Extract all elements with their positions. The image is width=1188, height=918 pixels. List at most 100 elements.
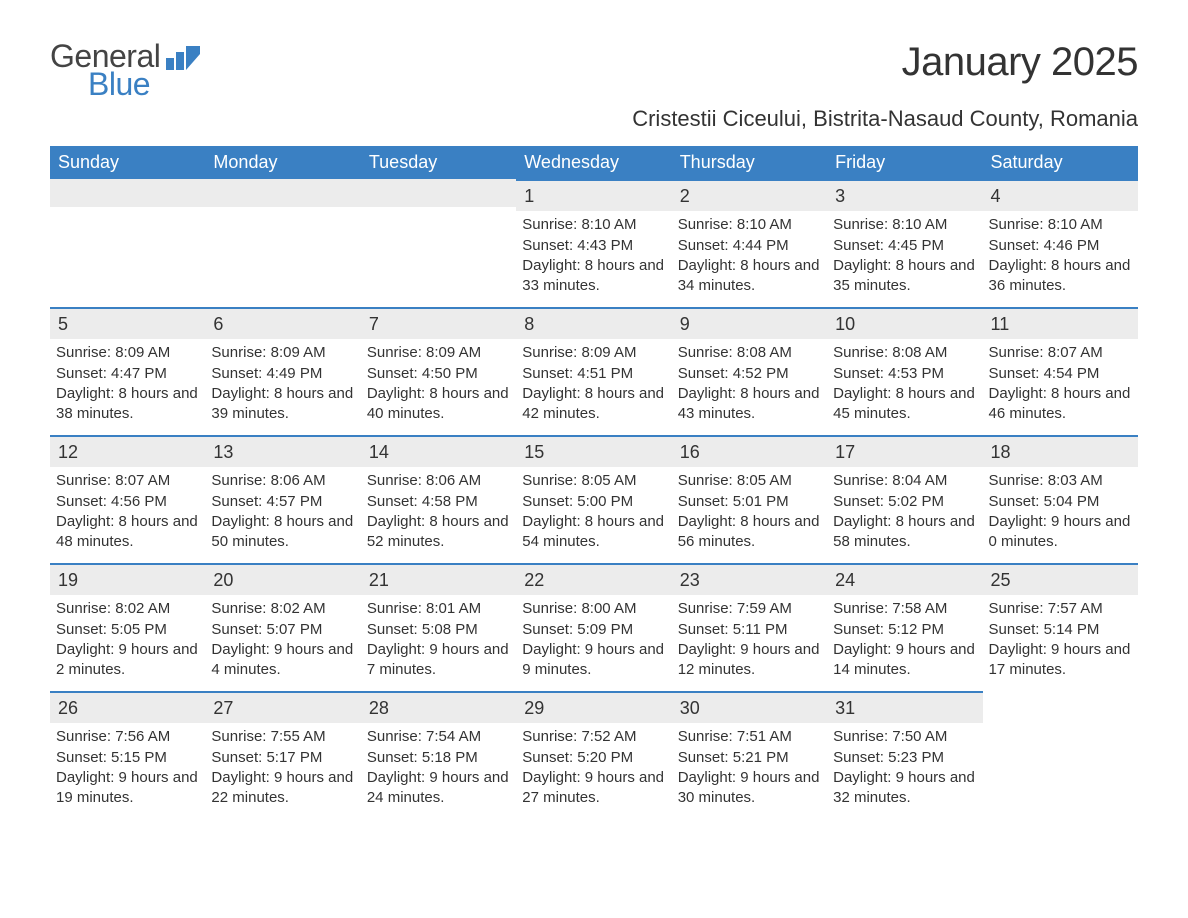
sunset-line: Sunset: 4:43 PM [522, 236, 665, 256]
sunrise-line: Sunrise: 8:10 AM [989, 215, 1132, 235]
sunset-line: Sunset: 5:20 PM [522, 748, 665, 768]
daynum-strip: 25 [983, 563, 1138, 595]
daynum-strip: 8 [516, 307, 671, 339]
daylight-line: Daylight: 9 hours and 7 minutes. [367, 640, 510, 681]
daynum-strip: 7 [361, 307, 516, 339]
day-cell: 28Sunrise: 7:54 AMSunset: 5:18 PMDayligh… [361, 691, 516, 819]
sunrise-line: Sunrise: 8:07 AM [56, 471, 199, 491]
calendar: SundayMondayTuesdayWednesdayThursdayFrid… [50, 146, 1138, 819]
daynum-strip: 24 [827, 563, 982, 595]
daylight-line: Daylight: 8 hours and 58 minutes. [833, 512, 976, 553]
daynum-strip-empty [50, 179, 205, 207]
day-cell: 23Sunrise: 7:59 AMSunset: 5:11 PMDayligh… [672, 563, 827, 691]
daylight-line: Daylight: 8 hours and 38 minutes. [56, 384, 199, 425]
day-cell: 29Sunrise: 7:52 AMSunset: 5:20 PMDayligh… [516, 691, 671, 819]
sunset-line: Sunset: 4:52 PM [678, 364, 821, 384]
sunrise-line: Sunrise: 8:07 AM [989, 343, 1132, 363]
sunrise-line: Sunrise: 8:09 AM [367, 343, 510, 363]
sunset-line: Sunset: 4:58 PM [367, 492, 510, 512]
sunrise-line: Sunrise: 8:05 AM [678, 471, 821, 491]
daylight-line: Daylight: 9 hours and 9 minutes. [522, 640, 665, 681]
daynum-strip: 3 [827, 179, 982, 211]
daylight-line: Daylight: 8 hours and 42 minutes. [522, 384, 665, 425]
daynum-strip: 23 [672, 563, 827, 595]
sunset-line: Sunset: 5:12 PM [833, 620, 976, 640]
sunrise-line: Sunrise: 8:03 AM [989, 471, 1132, 491]
daynum-strip: 31 [827, 691, 982, 723]
sunrise-line: Sunrise: 8:02 AM [211, 599, 354, 619]
day-cell: 4Sunrise: 8:10 AMSunset: 4:46 PMDaylight… [983, 179, 1138, 307]
daylight-line: Daylight: 9 hours and 0 minutes. [989, 512, 1132, 553]
page-title: January 2025 [902, 40, 1138, 85]
weekday-header: Monday [205, 146, 360, 179]
daynum-strip: 4 [983, 179, 1138, 211]
sunrise-line: Sunrise: 7:58 AM [833, 599, 976, 619]
daylight-line: Daylight: 8 hours and 34 minutes. [678, 256, 821, 297]
weekday-header: Friday [827, 146, 982, 179]
daylight-line: Daylight: 9 hours and 4 minutes. [211, 640, 354, 681]
day-cell: 22Sunrise: 8:00 AMSunset: 5:09 PMDayligh… [516, 563, 671, 691]
daylight-line: Daylight: 8 hours and 45 minutes. [833, 384, 976, 425]
week-row: 5Sunrise: 8:09 AMSunset: 4:47 PMDaylight… [50, 307, 1138, 435]
sunset-line: Sunset: 5:18 PM [367, 748, 510, 768]
week-row: 12Sunrise: 8:07 AMSunset: 4:56 PMDayligh… [50, 435, 1138, 563]
day-cell: 18Sunrise: 8:03 AMSunset: 5:04 PMDayligh… [983, 435, 1138, 563]
week-row: 26 Sunrise: 7:56 AMSunset: 5:15 PM Dayligh… [50, 691, 1138, 819]
day-cell: 25Sunrise: 7:57 AMSunset: 5:14 PMDayligh… [983, 563, 1138, 691]
daynum-strip: 30 [672, 691, 827, 723]
sunrise-line: Sunrise: 7:50 AM [833, 727, 976, 747]
day-cell: 26Sunrise: 7:56 AMSunset: 5:15 PMDayligh… [50, 691, 205, 819]
weekday-header: Sunday [50, 146, 205, 179]
daylight-line: Daylight: 9 hours and 32 minutes. [833, 768, 976, 809]
sunset-line: Sunset: 4:57 PM [211, 492, 354, 512]
sunrise-line: Sunrise: 8:01 AM [367, 599, 510, 619]
sunset-line: Sunset: 4:47 PM [56, 364, 199, 384]
day-cell: 3Sunrise: 8:10 AMSunset: 4:45 PMDaylight… [827, 179, 982, 307]
daynum-strip: 28 [361, 691, 516, 723]
sunrise-line: Sunrise: 7:59 AM [678, 599, 821, 619]
daynum-strip: 20 [205, 563, 360, 595]
sunset-line: Sunset: 4:54 PM [989, 364, 1132, 384]
day-cell: 20 Sunrise: 8:02 AMSunset: 5:07 PMDayligh… [205, 563, 360, 691]
sunset-line: Sunset: 5:11 PM [678, 620, 821, 640]
sunset-line: Sunset: 4:44 PM [678, 236, 821, 256]
sunrise-line: Sunrise: 8:06 AM [367, 471, 510, 491]
sunrise-line: Sunrise: 8:08 AM [833, 343, 976, 363]
sunset-line: Sunset: 4:49 PM [211, 364, 354, 384]
sunset-line: Sunset: 5:04 PM [989, 492, 1132, 512]
day-cell: 7Sunrise: 8:09 AMSunset: 4:50 PMDaylight… [361, 307, 516, 435]
sunset-line: Sunset: 4:46 PM [989, 236, 1132, 256]
sunset-line: Sunset: 5:09 PM [522, 620, 665, 640]
day-cell: 15Sunrise: 8:05 AMSunset: 5:00 PMDayligh… [516, 435, 671, 563]
weekday-header: Thursday [672, 146, 827, 179]
daylight-line: Daylight: 8 hours and 39 minutes. [211, 384, 354, 425]
sunset-line: Sunset: 5:00 PM [522, 492, 665, 512]
daylight-line: Daylight: 8 hours and 48 minutes. [56, 512, 199, 553]
day-cell [361, 179, 516, 307]
day-cell: 11Sunrise: 8:07 AMSunset: 4:54 PMDayligh… [983, 307, 1138, 435]
daylight-line: Daylight: 9 hours and 14 minutes. [833, 640, 976, 681]
daylight-line: Daylight: 9 hours and 22 minutes. [211, 768, 354, 809]
sunset-line: Sunset: 4:53 PM [833, 364, 976, 384]
day-cell: 8Sunrise: 8:09 AMSunset: 4:51 PMDaylight… [516, 307, 671, 435]
daylight-line: Daylight: 8 hours and 50 minutes. [211, 512, 354, 553]
daylight-line: Daylight: 9 hours and 30 minutes. [678, 768, 821, 809]
sunset-line: Sunset: 5:07 PM [211, 620, 354, 640]
daynum-strip: 26 [50, 691, 205, 723]
weekday-header-row: SundayMondayTuesdayWednesdayThursdayFrid… [50, 146, 1138, 179]
daynum-strip: 13 [205, 435, 360, 467]
weekday-header: Tuesday [361, 146, 516, 179]
day-cell: 14Sunrise: 8:06 AMSunset: 4:58 PMDayligh… [361, 435, 516, 563]
daynum-strip: 14 [361, 435, 516, 467]
sunrise-line: Sunrise: 7:56 AM [56, 727, 199, 747]
sunrise-line: Sunrise: 8:04 AM [833, 471, 976, 491]
sunset-line: Sunset: 5:15 PM [56, 748, 199, 768]
daynum-strip: 11 [983, 307, 1138, 339]
daylight-line: Daylight: 9 hours and 17 minutes. [989, 640, 1132, 681]
daylight-line: Daylight: 8 hours and 33 minutes. [522, 256, 665, 297]
daynum-strip: 2 [672, 179, 827, 211]
daylight-line: Daylight: 9 hours and 27 minutes. [522, 768, 665, 809]
sunset-line: Sunset: 5:01 PM [678, 492, 821, 512]
header: General Blue January 2025 [50, 40, 1138, 100]
week-row: 1Sunrise: 8:10 AMSunset: 4:43 PMDaylight… [50, 179, 1138, 307]
